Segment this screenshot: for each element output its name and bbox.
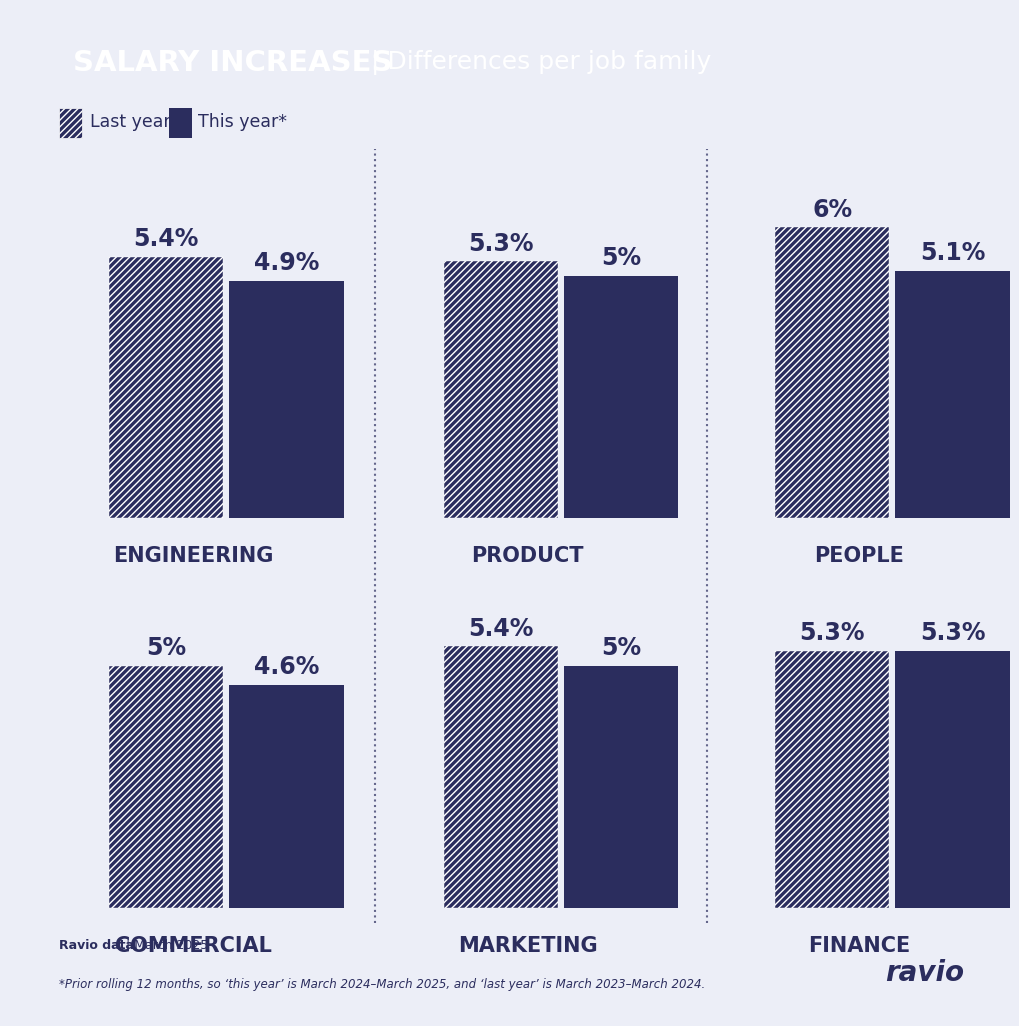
Text: 5%: 5% — [600, 246, 641, 270]
FancyBboxPatch shape — [169, 109, 192, 137]
Text: FINANCE: FINANCE — [807, 936, 910, 956]
Text: This year*: This year* — [198, 113, 286, 131]
Text: MARKETING: MARKETING — [458, 936, 597, 956]
FancyBboxPatch shape — [774, 652, 889, 908]
Text: 5.3%: 5.3% — [919, 622, 984, 645]
Text: *Prior rolling 12 months, so ‘this year’ is March 2024–March 2025, and ‘last yea: *Prior rolling 12 months, so ‘this year’… — [59, 978, 705, 991]
FancyBboxPatch shape — [895, 652, 1009, 908]
Text: | Differences per job family: | Differences per job family — [363, 50, 710, 75]
Text: 5.3%: 5.3% — [468, 232, 533, 255]
FancyBboxPatch shape — [229, 281, 343, 518]
Text: 4.9%: 4.9% — [254, 251, 319, 275]
FancyBboxPatch shape — [109, 256, 223, 518]
Text: | March 2025: | March 2025 — [122, 939, 209, 952]
Text: 4.6%: 4.6% — [254, 656, 319, 679]
Text: 5%: 5% — [600, 636, 641, 660]
FancyBboxPatch shape — [564, 276, 678, 518]
Text: PRODUCT: PRODUCT — [471, 546, 584, 566]
FancyBboxPatch shape — [895, 271, 1009, 518]
Text: ravio: ravio — [883, 959, 963, 987]
Text: 5%: 5% — [146, 636, 186, 660]
FancyBboxPatch shape — [59, 109, 82, 137]
Text: 5.4%: 5.4% — [468, 617, 533, 640]
Text: 6%: 6% — [811, 198, 852, 222]
Text: Last year*: Last year* — [90, 113, 179, 131]
FancyBboxPatch shape — [564, 666, 678, 908]
Text: 5.3%: 5.3% — [799, 622, 864, 645]
FancyBboxPatch shape — [229, 685, 343, 908]
Text: PEOPLE: PEOPLE — [813, 546, 904, 566]
FancyBboxPatch shape — [774, 228, 889, 518]
Text: Ravio data: Ravio data — [59, 939, 135, 952]
Text: COMMERCIAL: COMMERCIAL — [115, 936, 271, 956]
Text: ENGINEERING: ENGINEERING — [113, 546, 273, 566]
FancyBboxPatch shape — [109, 666, 223, 908]
Text: 5.4%: 5.4% — [133, 227, 199, 250]
Text: 5.1%: 5.1% — [919, 241, 984, 266]
Text: SALARY INCREASES: SALARY INCREASES — [73, 48, 392, 77]
FancyBboxPatch shape — [443, 646, 557, 908]
FancyBboxPatch shape — [443, 262, 557, 518]
